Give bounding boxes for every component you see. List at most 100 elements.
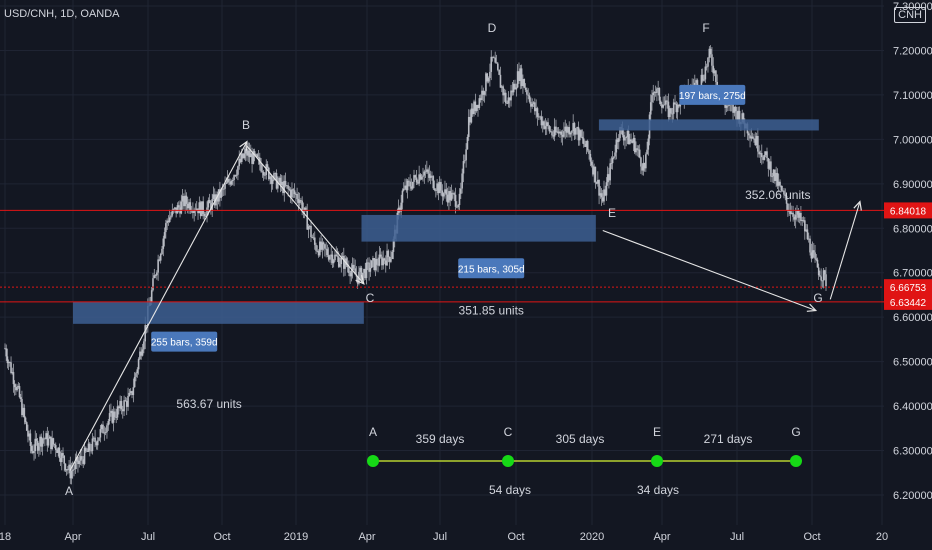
candle (798, 210, 801, 224)
time-axis[interactable]: 18 Apr Jul Oct 2019 Apr Jul Oct 2020 Apr Jul Oct 20 (0, 531, 888, 543)
candle-body (81, 456, 83, 460)
candle-body (707, 57, 709, 67)
range-box: 197 bars, 275d 352.06 units (598, 84, 819, 202)
timeline-dot[interactable] (367, 455, 379, 467)
candle-body (249, 153, 252, 158)
candle-body (696, 80, 699, 90)
candle (429, 170, 432, 185)
candle (815, 253, 818, 262)
candle-body (279, 177, 282, 185)
candle-body (757, 135, 759, 152)
candle (181, 188, 184, 210)
x-tick-label: Oct (213, 531, 230, 543)
candle (788, 203, 790, 216)
candle (514, 79, 516, 90)
candle (65, 469, 68, 476)
candle (438, 176, 441, 194)
timeline-dot[interactable] (651, 455, 663, 467)
candle-body (557, 131, 560, 134)
horizontal-price-lines[interactable]: 6.84018 6.66753 6.63442 (0, 202, 932, 310)
candle (573, 121, 576, 140)
price-axis[interactable]: 7.300007.200007.100007.000006.900006.800… (893, 1, 932, 502)
candle (111, 408, 114, 424)
candle-body (271, 179, 274, 184)
candle (297, 192, 300, 212)
candle-body (104, 432, 107, 434)
candle (440, 178, 442, 196)
candle (286, 185, 288, 189)
candle (568, 121, 570, 138)
candle (388, 256, 391, 270)
candle (53, 443, 56, 449)
candle-body (158, 259, 161, 261)
trend-arrow[interactable] (69, 140, 248, 471)
candle-body (278, 177, 280, 183)
range-units-label: 563.67 units (176, 397, 241, 411)
candle (216, 191, 219, 210)
candle-body (121, 409, 124, 412)
candle (35, 433, 38, 446)
candle (424, 164, 427, 179)
candle-body (793, 216, 796, 220)
candle (487, 76, 490, 84)
trend-arrow[interactable] (829, 200, 862, 300)
candle (415, 169, 418, 185)
trend-arrow[interactable] (602, 229, 818, 312)
candle-body (474, 101, 477, 111)
candle-body (456, 206, 458, 208)
day-count-timeline[interactable]: A C E G 359 days 305 days 271 days 54 days 34 da… (367, 425, 802, 497)
candle-body (29, 433, 32, 446)
candle-body (584, 143, 586, 147)
timeline-dot[interactable] (502, 455, 514, 467)
candle-body (71, 469, 74, 471)
candle-body (339, 264, 341, 267)
candle (707, 57, 709, 73)
candle-body (775, 172, 777, 181)
candle (667, 93, 670, 122)
candle-body (165, 223, 167, 233)
candle-body (52, 438, 55, 445)
arrow-drawings[interactable] (69, 140, 862, 471)
candle-body (632, 138, 635, 143)
candle (350, 263, 353, 282)
candle-body (516, 71, 519, 88)
candle (427, 167, 429, 183)
candle-body (431, 175, 433, 177)
candle (478, 94, 481, 110)
x-tick-label: 2019 (284, 531, 308, 543)
candle (563, 122, 565, 139)
candle (156, 270, 158, 280)
candle-body (41, 438, 44, 447)
price-badge (884, 202, 932, 219)
candle-body (24, 417, 27, 423)
candle (446, 187, 449, 207)
symbol-title[interactable]: USD/CNH, 1D, OANDA (4, 8, 120, 20)
candle-body (540, 116, 543, 126)
candle (527, 88, 530, 100)
candle-body (240, 153, 243, 163)
candle (758, 145, 760, 158)
candle (334, 250, 336, 262)
candle (636, 145, 639, 157)
candle-body (819, 275, 821, 277)
candle-body (50, 436, 52, 450)
candle-body (762, 157, 764, 160)
candle-body (372, 258, 374, 261)
y-tick-label: 7.10000 (893, 90, 932, 102)
candle (141, 343, 144, 357)
candle-body (621, 128, 624, 136)
candle (261, 164, 264, 178)
trend-arrow[interactable] (246, 145, 365, 285)
candle (757, 128, 759, 158)
candle-body (21, 398, 23, 416)
y-tick-label: 6.40000 (893, 401, 932, 413)
candle (454, 187, 457, 214)
candle (780, 185, 783, 193)
candle-body (813, 250, 815, 253)
range-box-label-bg (151, 331, 218, 352)
candle (578, 128, 581, 146)
candle (73, 464, 75, 477)
candle (664, 94, 667, 112)
timeline-dot[interactable] (790, 455, 802, 467)
